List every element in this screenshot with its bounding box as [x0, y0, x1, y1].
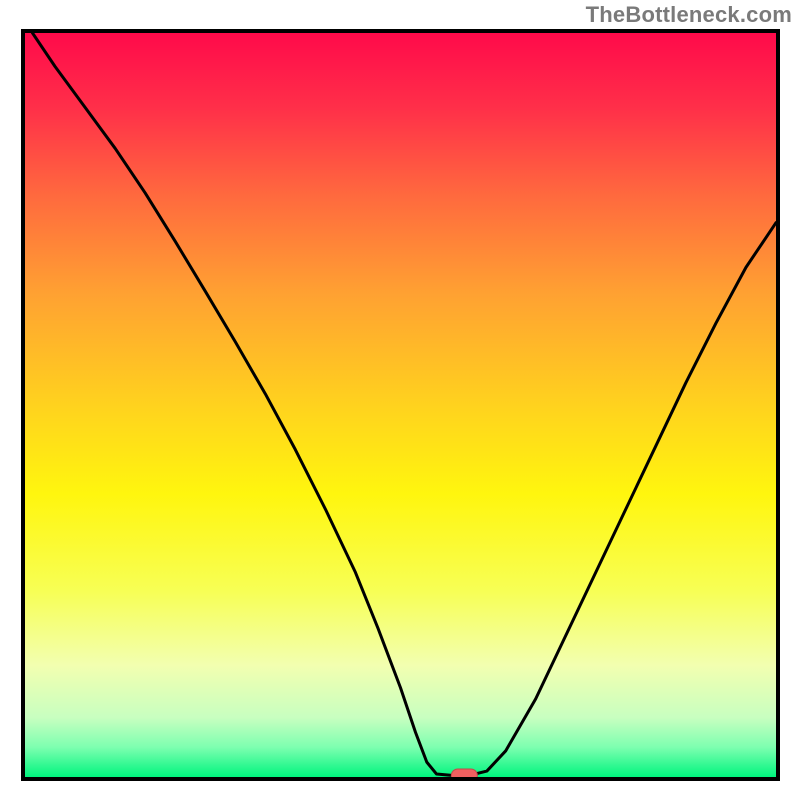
chart-svg [25, 33, 776, 777]
optimal-point-marker [451, 769, 477, 777]
watermark-text: TheBottleneck.com [586, 2, 792, 28]
chart-background [25, 33, 776, 777]
